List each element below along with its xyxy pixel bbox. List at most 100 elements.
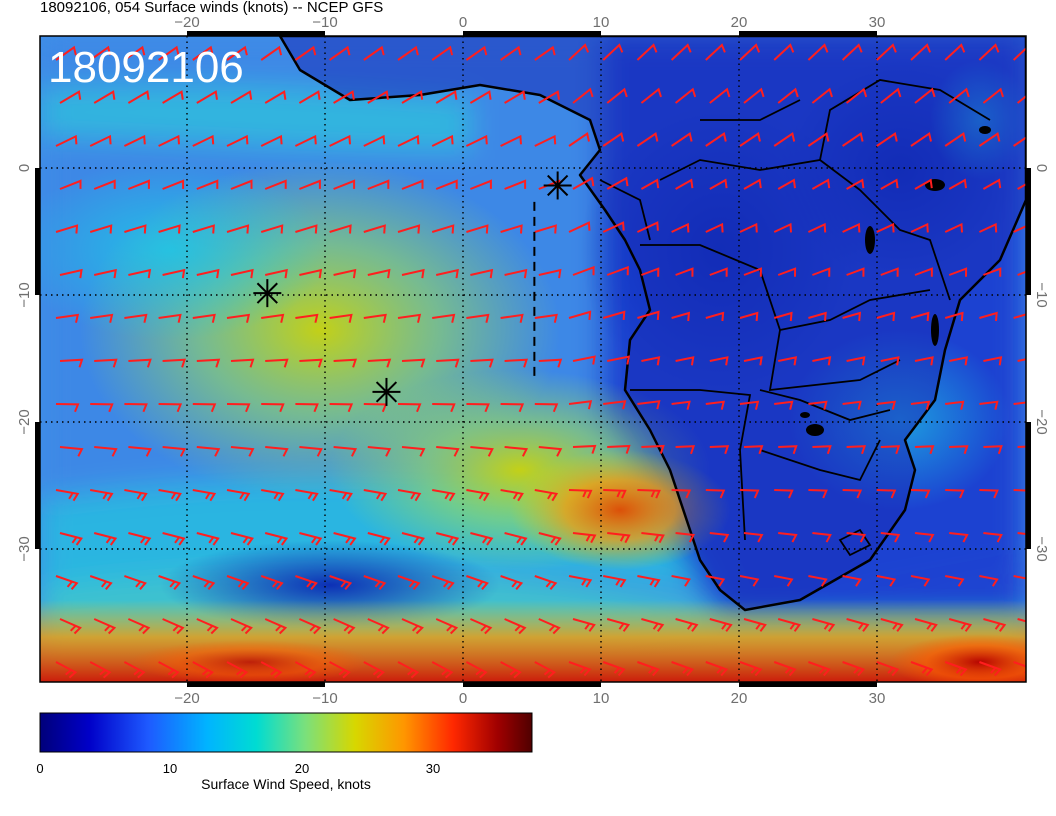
wind-barb (641, 267, 660, 277)
wind-barb (572, 87, 594, 104)
wind-barb (466, 313, 490, 323)
wind-barb (93, 618, 117, 635)
wind-barb (777, 178, 796, 190)
wind-barb (367, 618, 390, 635)
wind-barb (162, 90, 184, 104)
wind-barb (401, 179, 424, 190)
wind-barb (55, 489, 80, 502)
wind-barb (739, 132, 761, 147)
wind-barb (504, 358, 529, 368)
wind-barb (568, 575, 593, 588)
wind-barb (397, 489, 422, 502)
wind-barb (880, 267, 899, 277)
wind-barb (367, 446, 392, 457)
wind-barb (808, 400, 828, 410)
wind-barb (192, 489, 217, 502)
wind-barb (333, 268, 357, 279)
wind-barb (636, 43, 658, 61)
wind-barb (983, 356, 1003, 366)
wind-barb (1013, 136, 1026, 147)
wind-barb (401, 532, 425, 546)
wind-barb (534, 489, 559, 502)
wind-barb (432, 403, 456, 413)
wind-barb (607, 444, 631, 454)
wind-barb (842, 661, 866, 677)
wind-barb (675, 267, 694, 277)
wind-barb (602, 132, 625, 147)
wind-barb (671, 311, 691, 322)
wind-barb (435, 179, 458, 190)
wind-barb (295, 313, 319, 323)
wind-barb (842, 575, 862, 587)
wind-barb (774, 575, 794, 587)
wind-barb (807, 132, 830, 147)
wind-barb (432, 489, 456, 502)
wind-barb (265, 358, 289, 368)
wind-barb (538, 358, 563, 368)
wind-barb (329, 45, 351, 61)
wind-barb (534, 661, 556, 679)
wind-barb (773, 132, 796, 147)
wind-speed-field (40, 36, 1026, 682)
svg-text:−10: −10 (1033, 282, 1050, 307)
wind-barb (812, 356, 832, 366)
wind-barb (640, 178, 660, 190)
wind-barb (777, 356, 798, 366)
wind-barb (602, 310, 626, 320)
wind-barb (709, 618, 733, 632)
svg-text:30: 30 (869, 14, 886, 31)
wind-barb (705, 575, 726, 587)
svg-text:−30: −30 (1033, 536, 1050, 561)
wind-barb (1013, 313, 1026, 319)
wind-barb (948, 267, 968, 277)
wind-barb (812, 267, 831, 277)
wind-barb (367, 358, 392, 368)
wind-barb (333, 90, 355, 104)
wind-barb (705, 222, 724, 233)
wind-barb (743, 267, 762, 277)
wind-barb (705, 132, 727, 147)
wind-barb (807, 43, 829, 61)
wind-barb (876, 489, 897, 499)
wind-barb (89, 661, 112, 679)
wind-barb (979, 489, 999, 499)
wind-barb (739, 575, 760, 587)
wind-barb (431, 224, 455, 234)
wind-barb (675, 532, 696, 543)
wind-barb (568, 310, 592, 320)
wind-barb (876, 661, 900, 677)
wind-barb (846, 178, 865, 190)
wind-barb (637, 489, 661, 499)
wind-barb (603, 400, 627, 410)
wind-barb (397, 403, 422, 413)
wind-barb (504, 179, 527, 190)
wind-barb (436, 446, 460, 457)
wind-barb (90, 489, 114, 502)
wind-barb (910, 222, 929, 233)
wind-barb (192, 403, 217, 413)
wind-barb (230, 446, 255, 457)
wind-barb (945, 400, 965, 410)
wind-barb (944, 661, 968, 677)
wind-barb (363, 224, 386, 234)
wind-barb (59, 358, 84, 368)
lat-labels-right: 0 −10 −20 −30 (1033, 164, 1050, 562)
colorbar (39, 712, 533, 753)
wind-barb (568, 132, 590, 147)
wind-barb (773, 222, 792, 233)
lon-labels-top: −20 −10 0 10 20 30 (174, 14, 885, 31)
wind-barb (1016, 95, 1026, 104)
wind-barb (709, 445, 730, 455)
wind-barb (158, 45, 180, 61)
wind-barb (329, 575, 353, 590)
wind-barb (260, 575, 284, 590)
wind-barb (1017, 445, 1026, 448)
wind-barb (944, 43, 966, 61)
wind-barb (808, 489, 828, 499)
wind-barb (671, 489, 692, 499)
wind-barb (363, 45, 385, 61)
svg-text:0: 0 (459, 690, 467, 707)
wind-barb (739, 43, 761, 61)
wind-barb (572, 355, 596, 365)
